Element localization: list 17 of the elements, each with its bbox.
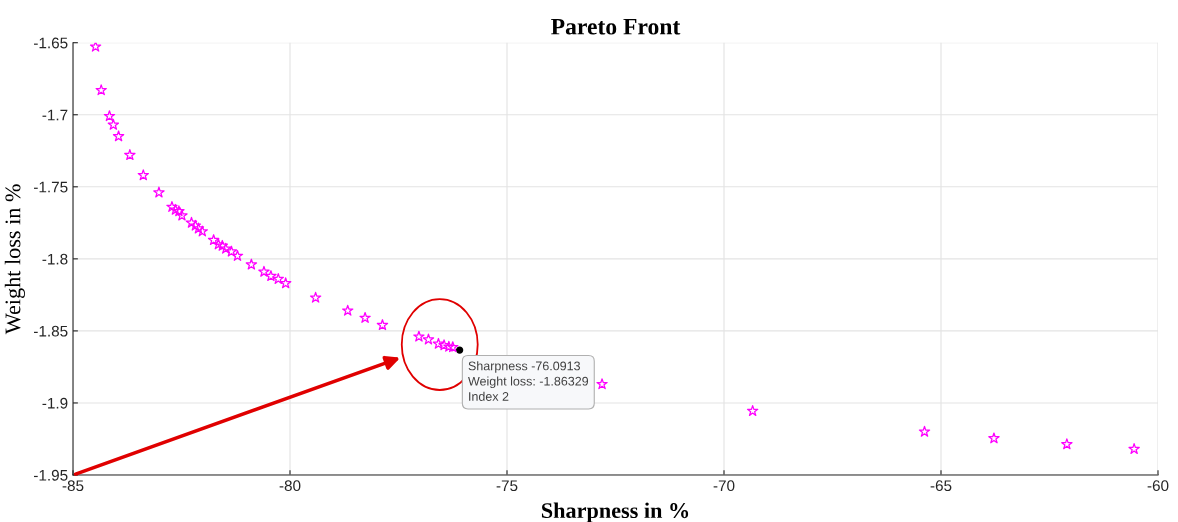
x-axis-title: Sharpness in % — [541, 502, 689, 522]
chart-title: Pareto Front — [551, 18, 681, 35]
y-tick-label: -1.9 — [42, 397, 68, 409]
y-tick-label: -1.85 — [34, 325, 68, 337]
x-tick-label: -85 — [62, 480, 84, 492]
x-tick-label: -60 — [1147, 480, 1169, 492]
y-tick-label: -1.7 — [42, 109, 68, 121]
y-axis-title: Weight loss in % — [4, 184, 25, 335]
x-tick-label: -80 — [279, 480, 301, 492]
x-tick-label: -75 — [496, 480, 518, 492]
y-tick-label: -1.75 — [34, 181, 68, 193]
x-tick-label: -70 — [713, 480, 735, 492]
y-tick-label: -1.8 — [42, 253, 68, 265]
y-tick-label: -1.65 — [34, 37, 68, 49]
annotation: Sharpness -76.0913 Weight loss: -1.86329 Index 2 — [468, 361, 589, 401]
x-tick-label: -65 — [930, 480, 952, 492]
y-tick-label: -1.95 — [34, 469, 68, 481]
